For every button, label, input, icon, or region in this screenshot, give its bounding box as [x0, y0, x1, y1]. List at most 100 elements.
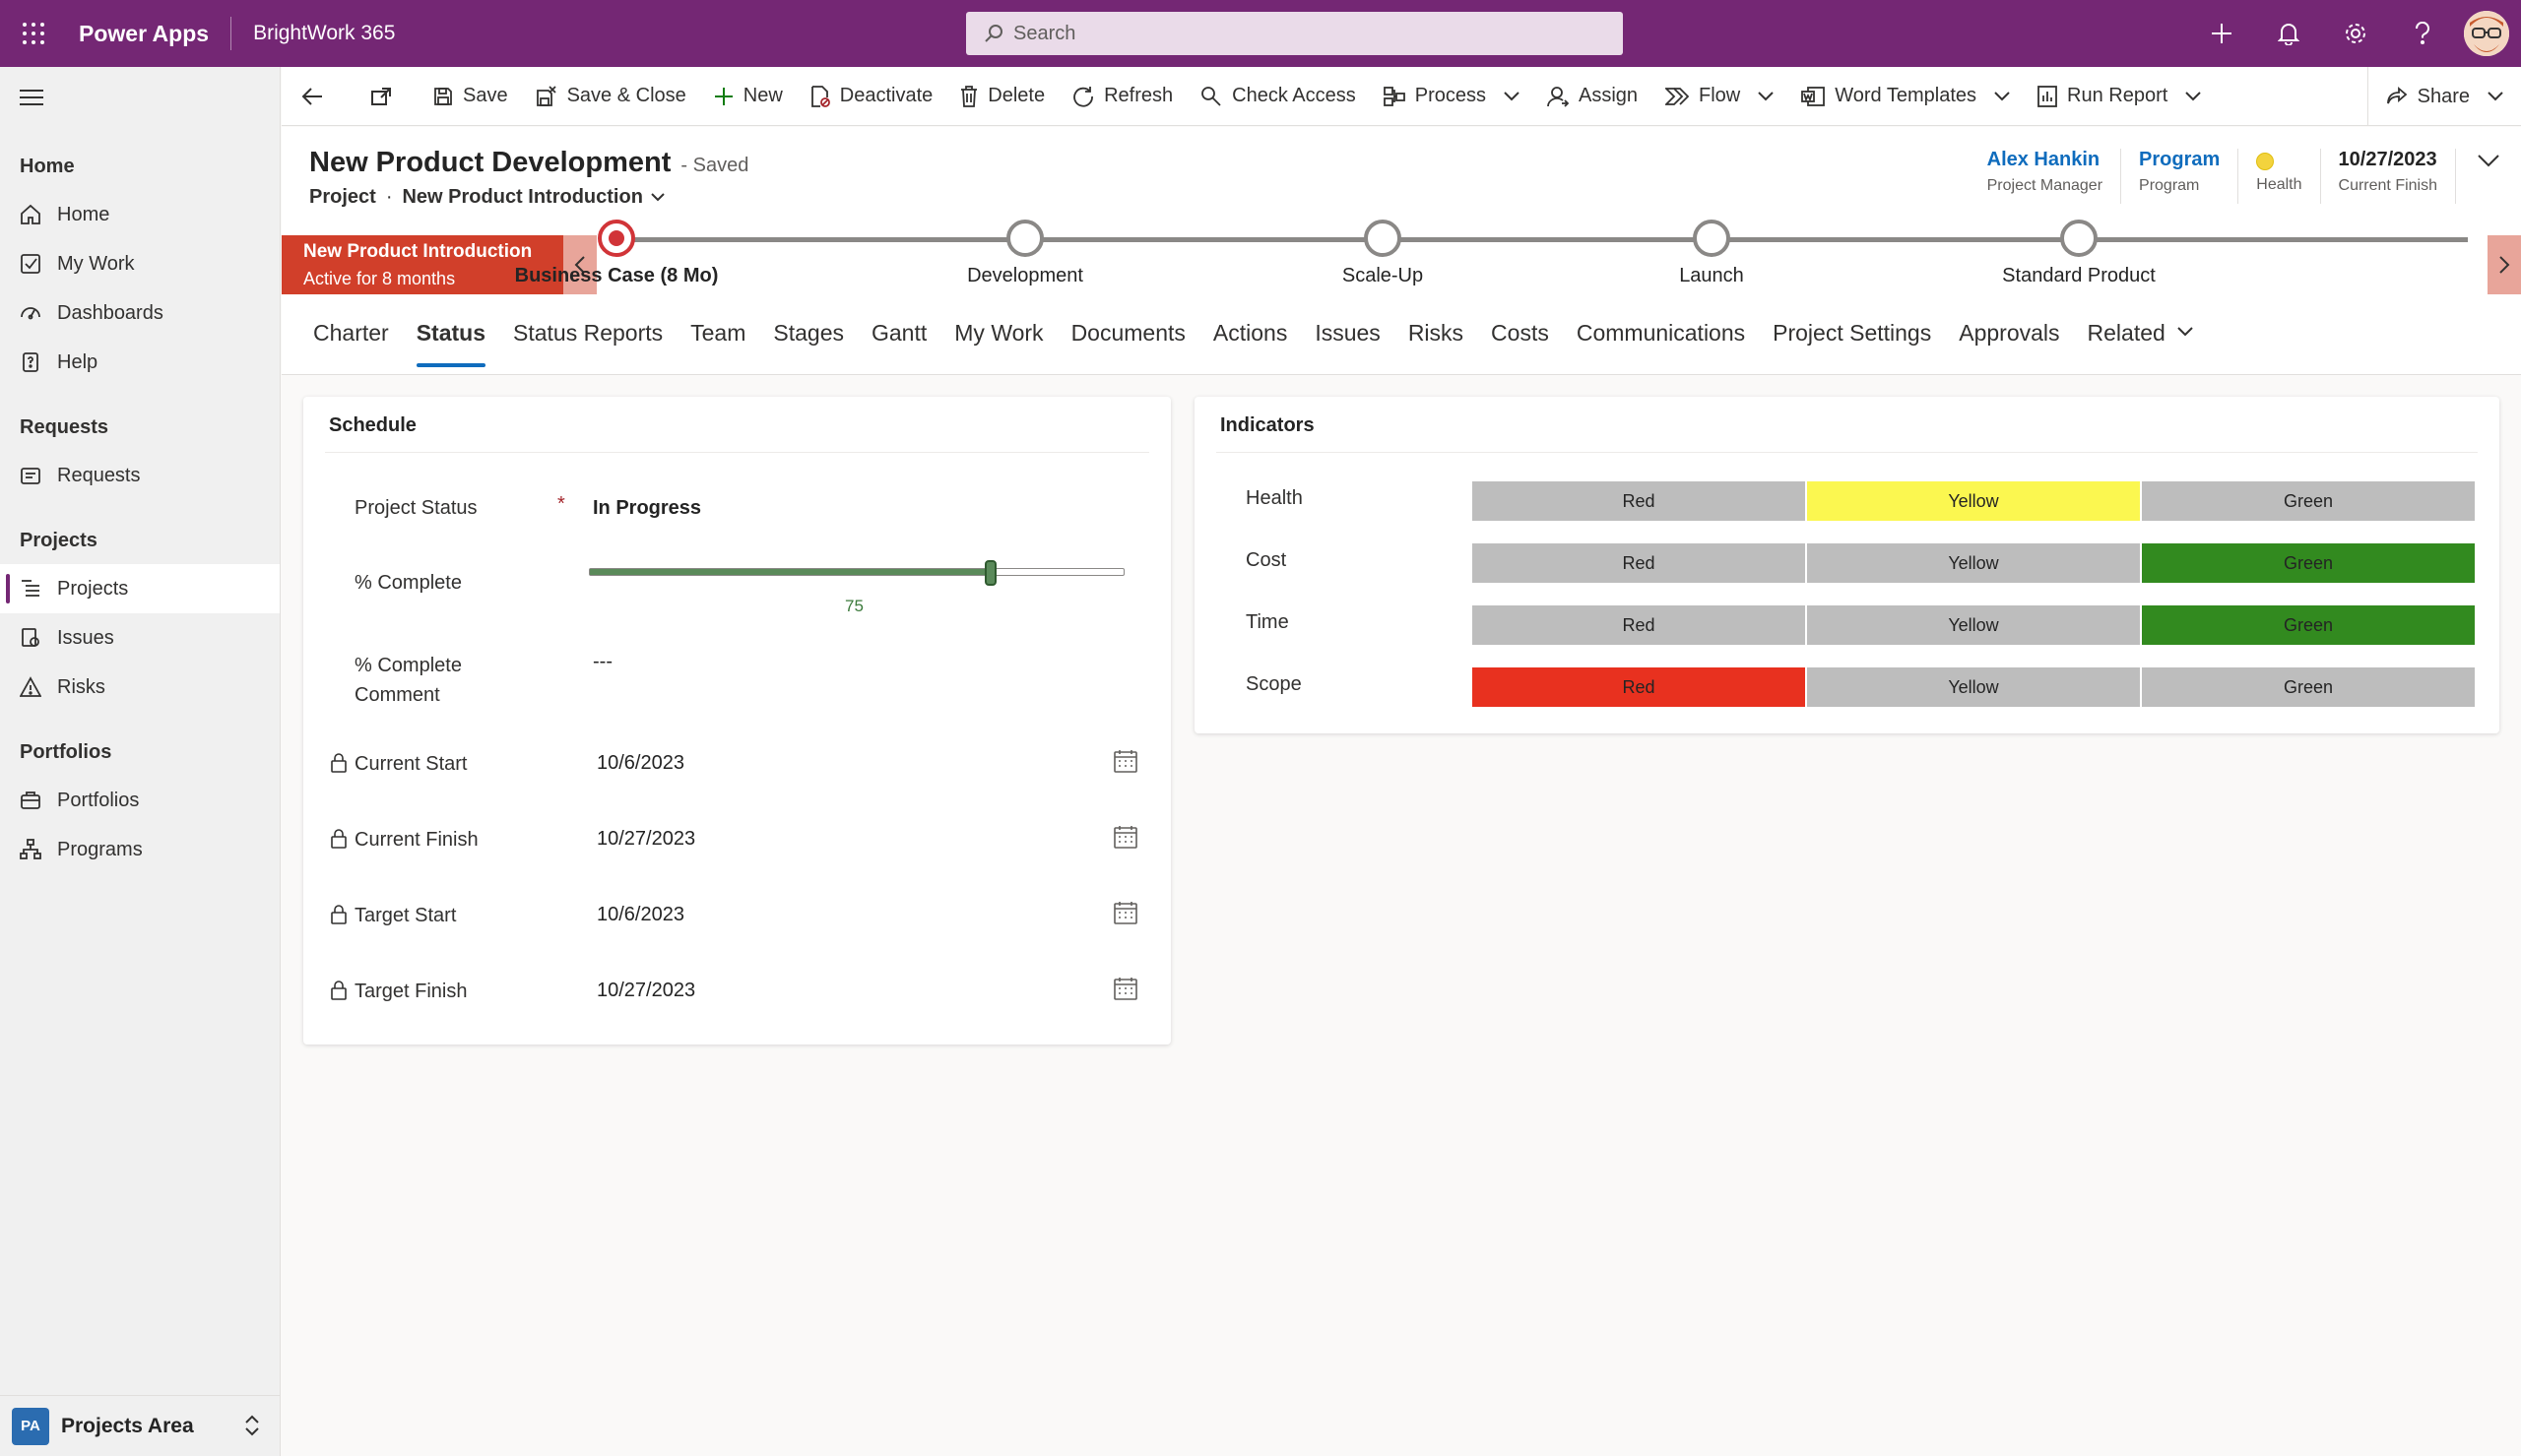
menu-icon[interactable] [0, 67, 280, 128]
tab-related[interactable]: Related [2074, 294, 2207, 375]
back-button[interactable] [282, 67, 353, 126]
stage-label: Launch [1679, 265, 1744, 286]
calendar-icon[interactable] [1114, 749, 1137, 773]
bpf-prev-button[interactable] [563, 235, 597, 294]
option-yellow[interactable]: Yellow [1807, 667, 2140, 707]
chevron-left-icon [574, 256, 585, 274]
option-yellow[interactable]: Yellow [1807, 605, 2140, 645]
popout-button[interactable] [353, 67, 420, 126]
save-close-button[interactable]: Save & Close [522, 67, 700, 126]
option-yellow[interactable]: Yellow [1807, 543, 2140, 583]
sidebar-item-portfolios[interactable]: Portfolios [0, 776, 280, 825]
environment-name[interactable]: BrightWork 365 [253, 22, 396, 44]
plus-icon[interactable] [2188, 0, 2255, 67]
chevron-right-icon [2499, 256, 2510, 274]
bpf-stage-development[interactable]: Development [877, 220, 1173, 287]
indicator-row-scope: Scope Red Yellow Green [1195, 667, 2499, 707]
option-green[interactable]: Green [2142, 543, 2475, 583]
gear-icon[interactable] [2322, 0, 2389, 67]
process-button[interactable]: Process [1370, 67, 1533, 126]
tab-risks[interactable]: Risks [1407, 320, 1464, 346]
new-button[interactable]: New [700, 67, 797, 126]
run-report-button[interactable]: Run Report [2024, 67, 2215, 126]
refresh-button[interactable]: Refresh [1059, 67, 1187, 126]
assign-button[interactable]: Assign [1533, 67, 1651, 126]
calendar-icon[interactable] [1114, 901, 1137, 924]
tab-approvals[interactable]: Approvals [1959, 320, 2060, 346]
tab-project-settings[interactable]: Project Settings [1773, 320, 1932, 346]
sidebar-item-issues[interactable]: Issues [0, 613, 280, 663]
tab-stages[interactable]: Stages [773, 320, 844, 346]
option-green[interactable]: Green [2142, 667, 2475, 707]
separator-dot: · [385, 186, 393, 208]
tab-team[interactable]: Team [690, 320, 746, 346]
tab-status-reports[interactable]: Status Reports [513, 320, 664, 346]
app-name[interactable]: Power Apps [79, 20, 210, 46]
sidebar-item-help[interactable]: Help [0, 338, 280, 387]
area-switcher[interactable]: PA Projects Area [0, 1395, 281, 1456]
delete-button[interactable]: Delete [946, 67, 1059, 126]
bpf-next-button[interactable] [2488, 235, 2521, 294]
program-link[interactable]: Program [2139, 149, 2221, 170]
bell-icon[interactable] [2255, 0, 2322, 67]
sidebar-item-risks[interactable]: Risks [0, 663, 280, 712]
word-templates-button[interactable]: Word Templates [1787, 67, 2024, 126]
sidebar-item-requests[interactable]: Requests [0, 451, 280, 500]
bpf-active-process[interactable]: New Product Introduction Active for 8 mo… [282, 235, 563, 294]
option-green[interactable]: Green [2142, 481, 2475, 521]
form-selector[interactable]: New Product Introduction [402, 186, 643, 208]
percent-complete-slider[interactable]: 75 [589, 560, 1125, 615]
help-icon[interactable] [2389, 0, 2456, 67]
program-label: Program [2139, 177, 2200, 194]
search-input[interactable]: Search [966, 12, 1623, 55]
back-arrow-icon [301, 87, 322, 105]
save-button[interactable]: Save [420, 67, 522, 126]
tab-issues[interactable]: Issues [1315, 320, 1381, 346]
search-placeholder: Search [1013, 22, 1076, 44]
slider-thumb[interactable] [984, 560, 997, 586]
option-green[interactable]: Green [2142, 605, 2475, 645]
bpf-stage-launch[interactable]: Launch [1564, 220, 1859, 287]
tab-actions[interactable]: Actions [1212, 320, 1288, 346]
bpf-stage-business-case[interactable]: Business Case (8 Mo) [469, 220, 764, 287]
app-launcher-icon[interactable] [0, 0, 67, 67]
option-red[interactable]: Red [1472, 667, 1805, 707]
calendar-icon[interactable] [1114, 825, 1137, 849]
option-red[interactable]: Red [1472, 481, 1805, 521]
indicator-row-time: Time Red Yellow Green [1195, 605, 2499, 645]
tab-communications[interactable]: Communications [1576, 320, 1746, 346]
tab-costs[interactable]: Costs [1491, 320, 1549, 346]
sidebar-item-dashboards[interactable]: Dashboards [0, 288, 280, 338]
bpf-stage-scale-up[interactable]: Scale-Up [1235, 220, 1530, 287]
avatar[interactable] [2464, 11, 2509, 56]
option-yellow[interactable]: Yellow [1807, 481, 2140, 521]
sidebar-item-home[interactable]: Home [0, 190, 280, 239]
share-label: Share [2417, 85, 2470, 107]
tab-my-work[interactable]: My Work [954, 320, 1044, 346]
share-icon [2386, 87, 2408, 104]
option-red[interactable]: Red [1472, 543, 1805, 583]
deactivate-button[interactable]: Deactivate [797, 67, 947, 126]
search-icon [985, 25, 1002, 42]
share-button[interactable]: Share [2366, 67, 2521, 126]
complete-comment-input[interactable]: --- [593, 651, 613, 672]
bpf-stage-standard-product[interactable]: Standard Product [1931, 220, 2227, 287]
tab-charter[interactable]: Charter [313, 320, 389, 346]
manager-link[interactable]: Alex Hankin [1986, 149, 2101, 170]
save-close-icon [536, 85, 556, 106]
flow-button[interactable]: Flow [1651, 67, 1787, 126]
help-book-icon [23, 352, 38, 372]
chevron-down-icon[interactable] [651, 193, 665, 202]
sidebar-item-programs[interactable]: Programs [0, 825, 280, 874]
sidebar-item-my-work[interactable]: My Work [0, 239, 280, 288]
project-status-select[interactable]: In Progress [593, 497, 702, 519]
check-access-button[interactable]: Check Access [1187, 67, 1370, 126]
header-field-health: Health [2238, 149, 2321, 204]
option-red[interactable]: Red [1472, 605, 1805, 645]
sidebar-item-projects[interactable]: Projects [0, 564, 280, 613]
tab-gantt[interactable]: Gantt [872, 320, 928, 346]
tab-status[interactable]: Status [403, 294, 499, 375]
tab-documents[interactable]: Documents [1070, 320, 1186, 346]
calendar-icon[interactable] [1114, 977, 1137, 1000]
header-expand-button[interactable] [2456, 149, 2521, 204]
